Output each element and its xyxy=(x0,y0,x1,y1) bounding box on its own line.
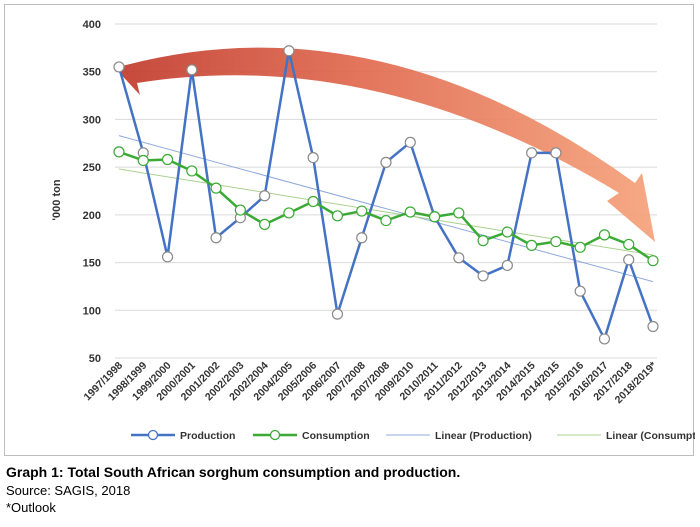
production-point xyxy=(477,270,489,282)
y-tick-label: 350 xyxy=(83,67,101,79)
legend-production-label: Production xyxy=(180,430,235,442)
legend-consumption-label: Consumption xyxy=(302,430,370,442)
production-point xyxy=(453,252,465,264)
y-tick-label: 150 xyxy=(83,258,101,270)
consumption-point xyxy=(356,205,368,217)
y-tick-label: 50 xyxy=(89,353,101,365)
production-point xyxy=(113,61,125,73)
consumption-point xyxy=(307,195,319,208)
production-point xyxy=(647,320,659,333)
consumption-point xyxy=(113,146,125,158)
consumption-point xyxy=(647,255,659,267)
consumption-point xyxy=(259,218,271,230)
chart-svg: 50 100 150 200 250 300 350 400 '000 ton 1997/19… xyxy=(51,19,695,442)
consumption-point xyxy=(210,182,222,194)
consumption-point xyxy=(428,211,441,223)
y-axis-label: '000 ton xyxy=(51,179,63,220)
production-point xyxy=(210,232,222,244)
production-point xyxy=(623,254,635,266)
caption-title: Graph 1: Total South African sorghum con… xyxy=(6,464,461,480)
caption-note: *Outlook xyxy=(6,500,56,515)
caption-source: Source: SAGIS, 2018 xyxy=(6,483,131,498)
production-point xyxy=(404,136,416,148)
production-point xyxy=(598,333,611,345)
consumption-line xyxy=(118,150,654,262)
consumption-point xyxy=(234,204,246,216)
production-point xyxy=(501,259,513,272)
production-point xyxy=(356,232,368,244)
consumption-point xyxy=(404,206,416,218)
production-point xyxy=(186,64,198,76)
series-layer xyxy=(113,45,659,345)
legend-linear-consumption-label: Linear (Consumption) xyxy=(606,430,695,442)
consumption-point xyxy=(380,214,392,227)
production-point xyxy=(283,45,295,57)
y-tick-label: 300 xyxy=(83,114,101,126)
consumption-point xyxy=(623,238,635,251)
legend-consumption-marker xyxy=(269,429,281,441)
legend: Production Consumption Linear (Productio… xyxy=(131,429,695,442)
consumption-point xyxy=(550,235,562,248)
trendline-linear-production xyxy=(118,135,654,283)
trend-arrow xyxy=(115,47,655,243)
y-tick-labels: 50 100 150 200 250 300 350 400 xyxy=(83,19,101,365)
production-point xyxy=(526,147,538,159)
legend-linear-production-label: Linear (Production) xyxy=(435,430,532,442)
production-point xyxy=(307,152,319,164)
production-line xyxy=(117,49,655,341)
consumption-point xyxy=(161,153,174,166)
consumption-point xyxy=(598,229,611,241)
consumption-point xyxy=(186,165,198,177)
production-point xyxy=(259,190,271,202)
production-point xyxy=(331,308,344,320)
chart-frame: 50 100 150 200 250 300 350 400 '000 ton 1997/19… xyxy=(4,4,695,456)
consumption-point xyxy=(501,226,513,238)
trendline-linear-consumption xyxy=(118,168,654,256)
y-tick-label: 100 xyxy=(83,305,101,317)
consumption-point xyxy=(453,207,465,219)
y-tick-label: 200 xyxy=(83,210,101,222)
consumption-point xyxy=(331,210,344,222)
production-point xyxy=(380,156,392,168)
consumption-point xyxy=(137,154,149,167)
consumption-point xyxy=(477,235,489,247)
legend-production-marker xyxy=(147,429,159,441)
figure-caption: Graph 1: Total South African sorghum con… xyxy=(6,463,696,516)
consumption-point xyxy=(283,207,295,219)
y-tick-label: 400 xyxy=(83,19,101,31)
x-tick-labels: 1997/19981998/19991999/20002000/20012001… xyxy=(82,359,660,406)
production-point xyxy=(574,285,586,297)
consumption-point xyxy=(526,239,538,251)
production-point xyxy=(161,251,174,263)
production-point xyxy=(550,147,562,159)
consumption-point xyxy=(574,241,586,253)
y-tick-label: 250 xyxy=(83,162,101,174)
